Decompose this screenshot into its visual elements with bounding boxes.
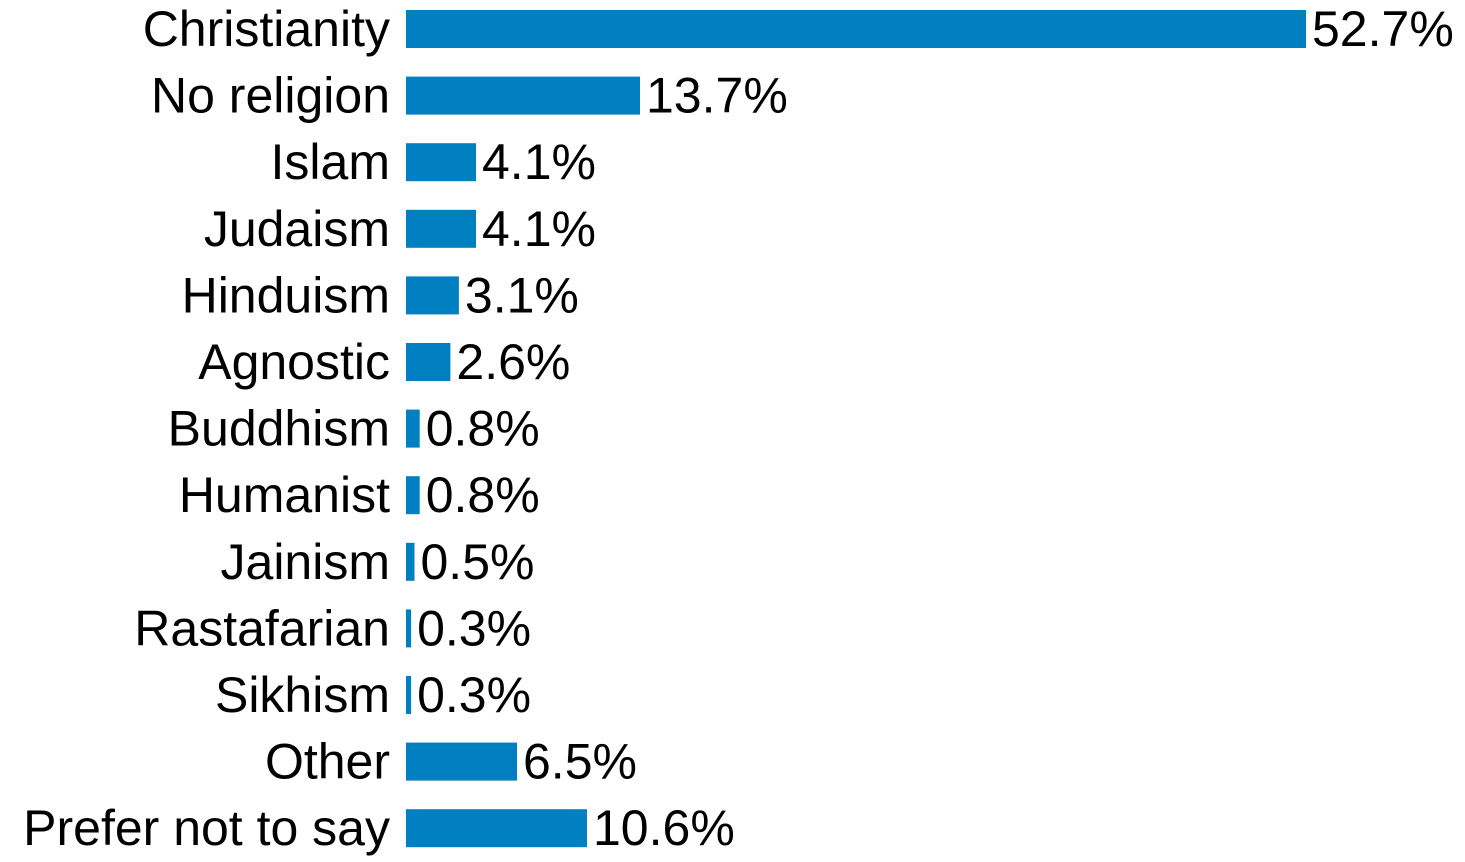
bar-prefer-not-to-say <box>406 809 587 848</box>
bar-jainism <box>406 542 415 581</box>
bar-buddhism <box>406 409 420 448</box>
category-label-no-religion: No religion <box>151 68 390 124</box>
value-label-buddhism: 0.8% <box>426 401 540 457</box>
bar-no-religion <box>406 76 640 115</box>
bar-agnostic <box>406 343 451 381</box>
category-label-buddhism: Buddhism <box>168 401 390 457</box>
value-label-jainism: 0.5% <box>421 534 535 590</box>
bar-christianity <box>406 10 1306 48</box>
value-label-sikhism: 0.3% <box>417 667 531 723</box>
bar-humanist <box>406 476 420 515</box>
value-label-rastafarian: 0.3% <box>417 600 531 656</box>
category-label-christianity: Christianity <box>143 1 390 57</box>
category-label-sikhism: Sikhism <box>215 667 390 723</box>
bar-sikhism <box>406 676 412 714</box>
category-label-humanist: Humanist <box>179 467 390 523</box>
category-label-judaism: Judaism <box>204 201 390 257</box>
category-label-rastafarian: Rastafarian <box>134 600 390 656</box>
value-labels-group: 52.7% 13.7% 4.1% 4.1% 3.1% 2.6% 0.8% 0.8% 0.5% 0.… <box>417 1 1454 856</box>
bar-other <box>406 742 517 781</box>
category-label-hinduism: Hinduism <box>182 267 390 323</box>
value-label-judaism: 4.1% <box>482 201 596 257</box>
category-label-prefer-not-to-say: Prefer not to say <box>23 800 390 856</box>
bars-group <box>406 10 1306 848</box>
category-label-other: Other <box>265 734 390 790</box>
value-label-other: 6.5% <box>523 734 637 790</box>
value-label-islam: 4.1% <box>482 134 596 190</box>
value-label-hinduism: 3.1% <box>465 267 579 323</box>
value-label-agnostic: 2.6% <box>456 334 570 390</box>
category-label-jainism: Jainism <box>221 534 390 590</box>
bar-rastafarian <box>406 609 412 648</box>
bar-judaism <box>406 209 476 248</box>
value-label-prefer-not-to-say: 10.6% <box>593 800 735 856</box>
category-label-islam: Islam <box>271 134 390 190</box>
bar-hinduism <box>406 276 459 315</box>
category-label-agnostic: Agnostic <box>198 334 390 390</box>
value-label-humanist: 0.8% <box>426 467 540 523</box>
value-label-christianity: 52.7% <box>1312 1 1454 57</box>
category-labels-group: Christianity No religion Islam Judaism Hindu… <box>23 1 390 856</box>
value-label-no-religion: 13.7% <box>646 68 788 124</box>
bar-islam <box>406 143 476 182</box>
